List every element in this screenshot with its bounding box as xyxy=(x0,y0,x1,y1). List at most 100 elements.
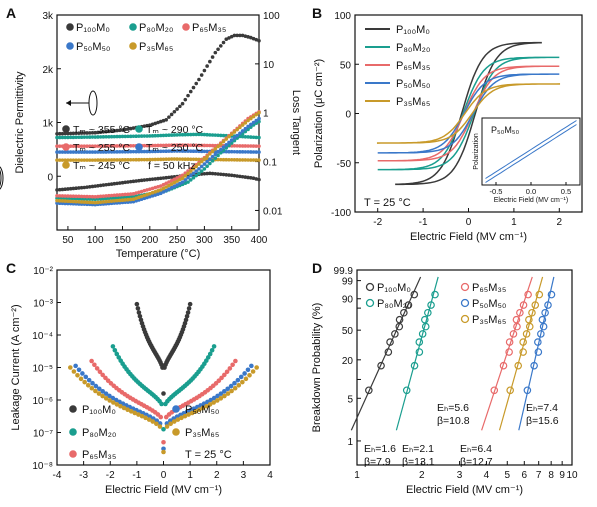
loss-tangent-point xyxy=(96,200,100,205)
loss-tangent-point xyxy=(153,177,158,181)
loss-tangent-point xyxy=(57,199,62,203)
leakage-point xyxy=(135,306,141,311)
leakage-point xyxy=(204,403,209,409)
permittivity-point xyxy=(164,133,168,138)
loss-tangent-point xyxy=(246,175,250,180)
loss-tangent-point xyxy=(85,200,89,205)
permittivity-point xyxy=(79,135,84,140)
breakdown-point xyxy=(512,315,521,324)
loss-tangent-point xyxy=(115,198,119,203)
leakage-point xyxy=(219,375,224,381)
permittivity-point xyxy=(131,134,136,139)
permittivity-point xyxy=(164,149,168,154)
loss-tangent-point xyxy=(216,172,220,176)
loss-tangent-point xyxy=(243,121,248,125)
permittivity-point xyxy=(123,149,128,154)
permittivity-point xyxy=(229,34,234,39)
loss-tangent-point xyxy=(235,136,239,140)
loss-tangent-point xyxy=(172,184,177,189)
permittivity-point xyxy=(137,149,141,154)
loss-tangent-point xyxy=(164,188,168,193)
loss-tangent-point xyxy=(156,192,160,196)
legend-label: P₆₅M₃₅ xyxy=(472,282,506,294)
permittivity-point xyxy=(167,157,171,161)
loss-tangent-point xyxy=(137,190,141,195)
loss-tangent-point xyxy=(243,126,248,131)
permittivity-point xyxy=(246,35,250,39)
leakage-point xyxy=(125,407,130,412)
permittivity-point xyxy=(96,135,100,139)
permittivity-point xyxy=(178,149,182,153)
legend-marker xyxy=(460,314,470,324)
leakage-point xyxy=(184,314,190,319)
legend-label: P₅₀M₅₀ xyxy=(76,41,111,53)
loss-tangent-point xyxy=(243,129,248,134)
permittivity-point xyxy=(202,132,207,137)
loss-tangent-point xyxy=(227,173,231,177)
leakage-point xyxy=(128,409,134,414)
permittivity-point xyxy=(112,158,117,162)
permittivity-point xyxy=(186,149,190,153)
x-tick-label: 6 xyxy=(522,470,528,481)
permittivity-point xyxy=(186,93,190,98)
breakdown-point xyxy=(538,315,547,324)
leakage-point xyxy=(143,415,148,421)
permittivity-point xyxy=(112,150,117,154)
permittivity-point xyxy=(199,132,204,137)
legend-marker xyxy=(460,298,470,308)
permittivity-point xyxy=(131,143,136,148)
leakage-point xyxy=(103,391,109,396)
permittivity-point xyxy=(188,89,193,94)
breakdown-point xyxy=(404,301,413,309)
permittivity-point xyxy=(240,158,245,162)
loss-tangent-point xyxy=(131,179,136,184)
permittivity-point xyxy=(74,150,78,154)
permittivity-point xyxy=(235,33,239,38)
breakdown-point xyxy=(516,308,524,317)
loss-tangent-point xyxy=(134,191,138,195)
breakdown-point xyxy=(386,338,394,346)
loss-tangent-point xyxy=(117,181,122,185)
y-tick-label: 99 xyxy=(342,277,354,288)
permittivity-point xyxy=(216,47,220,52)
permittivity-point xyxy=(208,133,212,137)
loss-tangent-point xyxy=(142,178,147,182)
loss-tangent-point xyxy=(77,186,81,190)
permittivity-point xyxy=(238,158,242,162)
legend-label: P₁₀₀M₀ xyxy=(396,24,430,36)
x-tick-label: 3 xyxy=(241,470,247,481)
leakage-point xyxy=(161,439,166,445)
loss-tangent-point xyxy=(213,156,218,160)
leakage-point xyxy=(136,310,142,315)
loss-tangent-point xyxy=(199,169,204,173)
loss-tangent-point xyxy=(126,180,130,184)
breakdown-point xyxy=(490,386,499,395)
permittivity-point xyxy=(238,150,242,154)
breakdown-point xyxy=(377,361,385,370)
loss-tangent-point xyxy=(243,175,248,179)
permittivity-point xyxy=(120,144,125,148)
loss-tangent-point xyxy=(139,189,144,194)
permittivity-point xyxy=(71,144,76,148)
loss-tangent-point xyxy=(246,124,250,129)
permittivity-point xyxy=(107,134,111,139)
loss-tangent-point xyxy=(216,144,220,149)
permittivity-point xyxy=(107,150,111,154)
permittivity-point xyxy=(57,158,62,162)
loss-tangent-point xyxy=(93,194,98,199)
permittivity-point xyxy=(60,150,65,154)
permittivity-point xyxy=(77,144,81,148)
x-tick-label: -2 xyxy=(106,470,115,481)
leakage-point xyxy=(225,391,231,396)
permittivity-point xyxy=(202,143,207,148)
permittivity-point xyxy=(257,158,261,162)
legend-label: P₈₀M₂₀ xyxy=(396,42,430,54)
loss-tangent-point xyxy=(156,189,160,193)
loss-tangent-point xyxy=(208,161,212,166)
legend-label: P₁₀₀M₀ xyxy=(76,22,110,34)
breakdown-point xyxy=(505,348,513,356)
leakage-point xyxy=(121,405,127,411)
leakage-point xyxy=(182,413,188,419)
permittivity-point xyxy=(74,158,78,162)
x-tick-label: 350 xyxy=(223,235,240,246)
